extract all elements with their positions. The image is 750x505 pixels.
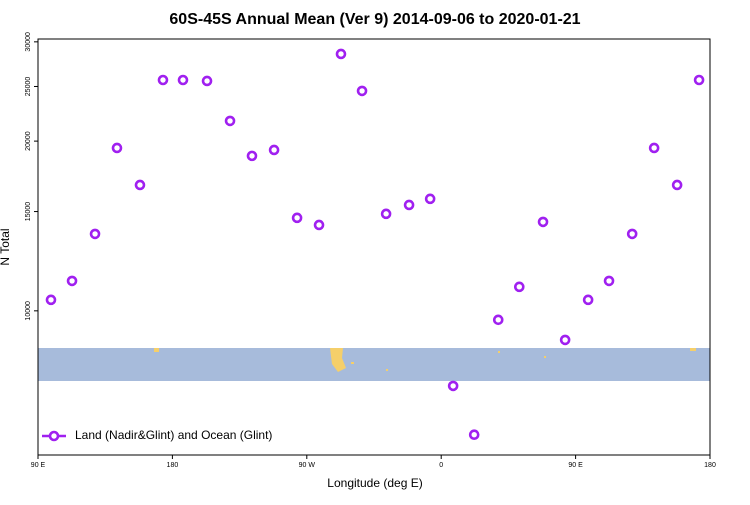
plot-frame (37, 38, 711, 456)
point (582, 294, 594, 306)
point (671, 179, 683, 191)
point (356, 85, 368, 97)
point (492, 314, 504, 326)
legend-label: Land (Nadir&Glint) and Ocean (Glint) (75, 428, 272, 442)
legend-marker (48, 430, 60, 442)
x-tick-label: 90 W (299, 462, 316, 469)
point (201, 75, 213, 87)
point (380, 208, 392, 220)
point (626, 228, 638, 240)
point (111, 142, 123, 154)
point (66, 275, 78, 287)
point (313, 219, 325, 231)
x-tick-label: 0 (439, 462, 443, 469)
land (154, 348, 696, 372)
point (157, 74, 169, 86)
point (693, 74, 705, 86)
y-tick-label: 20000 (25, 131, 32, 151)
point (224, 115, 236, 127)
y-tick-label: 30000 (25, 32, 32, 52)
y-tick-label: 25000 (25, 77, 32, 97)
point (134, 179, 146, 191)
point (559, 334, 571, 346)
point (45, 294, 57, 306)
point (177, 74, 189, 86)
map-band (38, 348, 710, 381)
point (468, 429, 480, 440)
point (335, 48, 347, 60)
point (603, 275, 615, 287)
y-axis-label: N Total (0, 228, 12, 265)
x-tick-label: 90 E (31, 462, 46, 469)
point (514, 281, 525, 293)
point (246, 150, 258, 162)
point (403, 199, 415, 211)
chart-title: 60S-45S Annual Mean (Ver 9) 2014-09-06 t… (169, 11, 580, 28)
point (291, 212, 303, 224)
x-tick-label: 180 (167, 462, 179, 469)
x-tick-label: 180 (704, 462, 716, 469)
point (268, 144, 280, 156)
point (424, 193, 436, 205)
y-tick-label: 15000 (25, 202, 32, 222)
point (447, 380, 459, 392)
point (89, 228, 101, 240)
point (648, 142, 660, 154)
point (537, 216, 549, 228)
y-tick-label: 10000 (25, 301, 32, 321)
x-tick-label: 90 E (568, 462, 583, 469)
x-axis-label: Longitude (deg E) (327, 476, 422, 490)
